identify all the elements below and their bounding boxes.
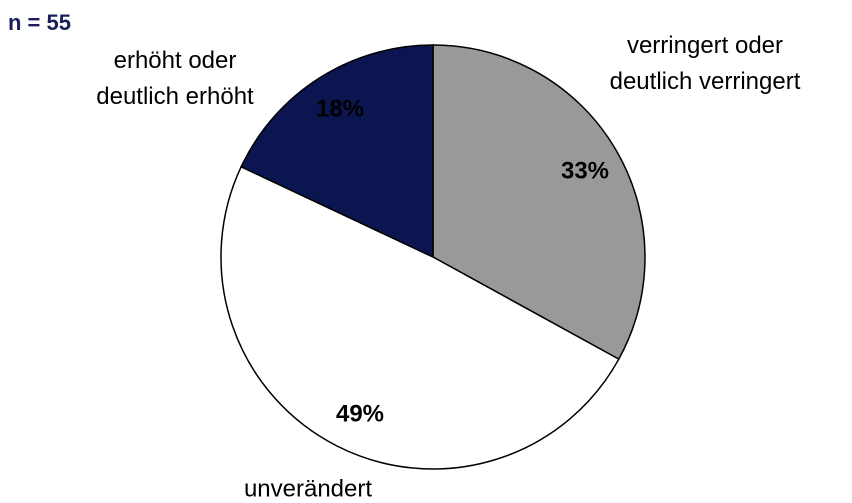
value-label: 18% [316, 95, 364, 122]
category-line: deutlich erhöht [96, 83, 254, 110]
chart-title: n = 55 [8, 10, 71, 35]
category-label: unverändert [244, 475, 372, 502]
category-line: deutlich verringert [610, 68, 801, 95]
category-label: erhöht oder deutlich erhöht [96, 47, 254, 110]
category-line: verringert oder [627, 32, 783, 59]
category-line: erhöht oder [114, 47, 237, 74]
pie-slice [432, 44, 646, 361]
pie-slice [220, 165, 620, 470]
category-label: verringert oder deutlich verringert [610, 32, 801, 95]
value-label: 33% [561, 157, 609, 184]
value-label: 49% [336, 400, 384, 427]
pie-slice [240, 44, 434, 259]
